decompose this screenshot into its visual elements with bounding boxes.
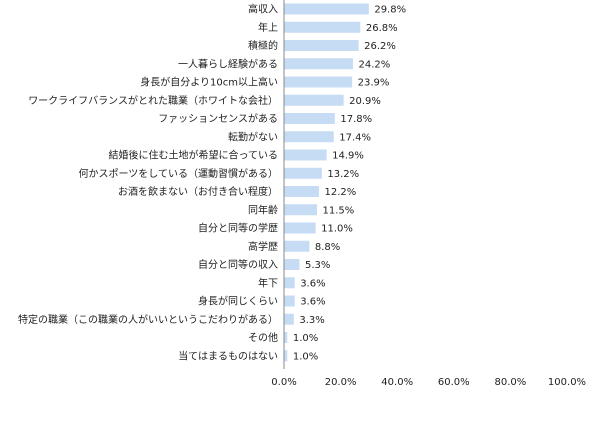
bar-15	[284, 259, 300, 270]
category-label-5: 身長が自分より10cm以上高い	[140, 76, 278, 89]
category-label-14: 高学歴	[248, 240, 278, 253]
category-label-8: 転勤がない	[228, 130, 278, 143]
x-tick-label-3: 40.0%	[381, 377, 413, 388]
value-label-8: 17.4%	[339, 132, 371, 143]
value-label-7: 17.8%	[340, 114, 372, 125]
category-label-2: 年上	[258, 21, 278, 34]
value-label-11: 12.2%	[325, 187, 357, 198]
bars-group	[284, 3, 369, 362]
bar-2	[284, 21, 361, 33]
value-label-19: 1.0%	[293, 333, 318, 344]
category-label-9: 結婚後に住む土地が希望に合っている	[109, 149, 279, 162]
x-tick-label-5: 80.0%	[495, 377, 527, 388]
value-label-12: 11.5%	[323, 205, 355, 216]
x-tick-label-4: 60.0%	[438, 377, 470, 388]
x-tick-label-1: 0.0%	[271, 377, 296, 388]
x-tick-label-2: 20.0%	[325, 377, 357, 388]
category-label-18: 特定の職業（この職業の人がいいというこだわりがある）	[18, 313, 278, 326]
category-label-15: 自分と同等の収入	[198, 258, 278, 271]
category-label-6: ワークライフバランスがとれた職業（ホワイトな会社）	[28, 94, 278, 107]
value-label-6: 20.9%	[349, 96, 381, 107]
bar-20	[284, 350, 288, 362]
bar-18	[284, 313, 294, 325]
x-tick-label-6: 100.0%	[548, 377, 586, 388]
value-label-14: 8.8%	[315, 242, 340, 253]
bar-8	[284, 131, 334, 143]
category-label-19: その他	[248, 331, 278, 344]
bar-6	[284, 94, 344, 106]
bar-11	[284, 186, 320, 197]
value-label-18: 3.3%	[299, 315, 324, 326]
value-label-4: 24.2%	[358, 59, 390, 70]
bar-17	[284, 295, 295, 307]
value-label-5: 23.9%	[358, 78, 390, 89]
category-label-10: 何かスポーツをしている（運動習慣がある）	[79, 167, 279, 180]
value-label-16: 3.6%	[300, 278, 325, 289]
category-label-17: 身長が同じくらい	[198, 295, 278, 308]
value-label-2: 26.8%	[366, 23, 398, 34]
bar-14	[284, 240, 310, 252]
category-label-12: 同年齢	[248, 203, 278, 216]
value-label-1: 29.8%	[374, 5, 406, 16]
category-label-20: 当てはまるものはない	[178, 349, 278, 362]
category-label-11: お酒を飲まない（お付き合い程度）	[118, 185, 278, 198]
labels-group: 高収入 29.8% 年上 26.8% 積極的 26.2% 一人暮らし経験がある 24.2% 身長…	[18, 3, 586, 389]
category-label-1: 高収入	[248, 3, 278, 16]
value-label-20: 1.0%	[293, 351, 318, 362]
category-label-4: 一人暮らし経験がある	[178, 57, 278, 70]
bar-10	[284, 167, 322, 179]
bar-4	[284, 58, 353, 70]
bar-7	[284, 113, 335, 124]
value-label-3: 26.2%	[364, 41, 396, 52]
bar-5	[284, 76, 353, 88]
category-label-3: 積極的	[248, 39, 278, 52]
category-label-13: 自分と同等の学歴	[198, 222, 278, 235]
bar-9	[284, 149, 327, 161]
category-label-16: 年下	[258, 276, 278, 289]
value-label-13: 11.0%	[321, 224, 353, 235]
bar-12	[284, 204, 318, 216]
bar-13	[284, 222, 316, 234]
bar-3	[284, 40, 359, 51]
bar-1	[284, 3, 369, 15]
bar-16	[284, 277, 295, 289]
value-label-10: 13.2%	[327, 169, 359, 180]
category-label-7: ファッションセンスがある	[158, 112, 278, 125]
value-label-17: 3.6%	[300, 297, 325, 308]
bar-19	[284, 332, 288, 343]
value-label-15: 5.3%	[305, 260, 330, 271]
value-label-9: 14.9%	[332, 151, 364, 162]
